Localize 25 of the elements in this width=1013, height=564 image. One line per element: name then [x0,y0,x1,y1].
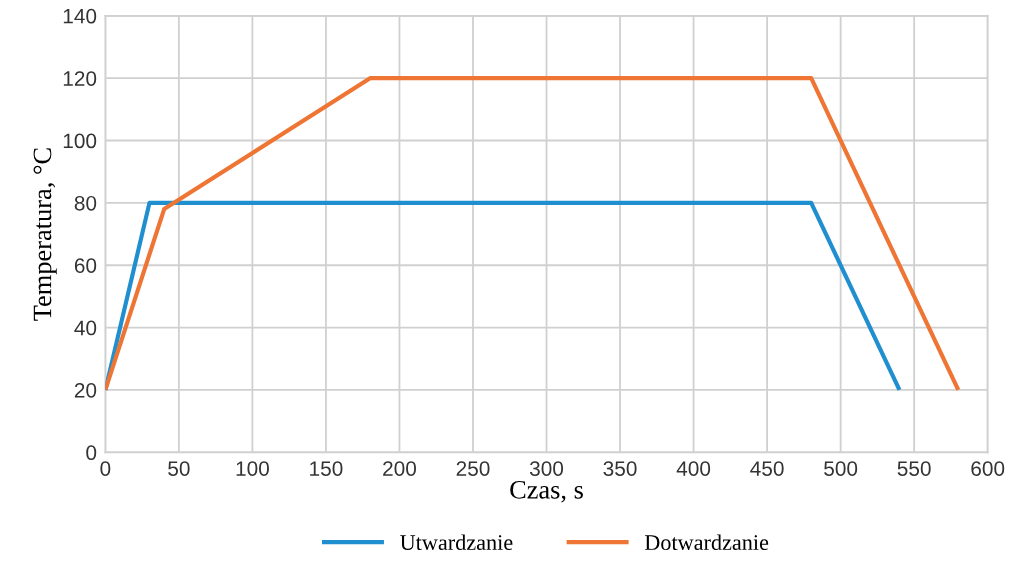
x-tick-label: 200 [383,461,417,476]
y-tick-label: 40 [74,320,97,336]
x-tick-label: 400 [676,461,711,476]
x-tick-label: 0 [100,461,111,476]
x-tick-label: 600 [971,461,1005,476]
y-tick-label: 0 [86,445,97,461]
x-tick-label: 550 [897,461,931,476]
y-tick-label: 100 [63,133,97,149]
x-tick-label: 150 [310,461,343,476]
legend-label: Dotwardzanie [644,534,769,551]
y-tick-label: 120 [63,71,97,86]
x-tick-label: 500 [824,461,858,476]
x-tick-label: 250 [456,461,490,476]
y-tick-label: 140 [63,8,97,24]
y-tick-label: 80 [74,195,97,211]
x-tick-label: 50 [168,461,190,476]
x-tick-label: 300 [529,461,564,476]
x-tick-label: 350 [603,461,637,476]
x-tick-label: 100 [236,461,269,476]
legend-label: Utwardzanie [400,534,513,551]
y-tick-label: 60 [74,258,97,273]
y-axis-title: Temperatura, °C [33,148,57,321]
y-tick-label: 20 [74,382,97,398]
x-tick-label: 450 [750,461,784,476]
x-axis-title: Czas, s [510,480,583,503]
